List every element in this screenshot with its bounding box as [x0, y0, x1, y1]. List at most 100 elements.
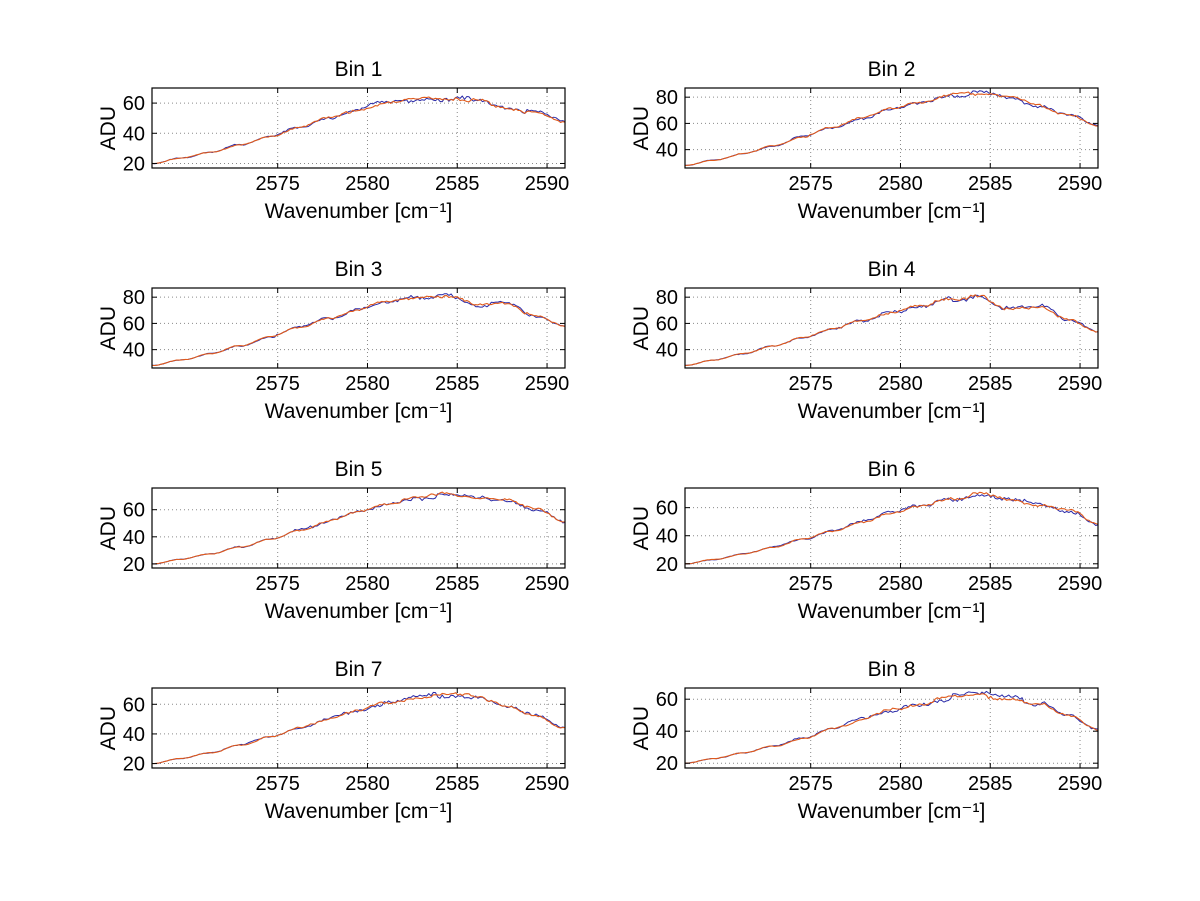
x-tick-label: 2585: [435, 173, 480, 195]
y-tick-label: 80: [123, 287, 145, 309]
x-tick-label: 2585: [435, 773, 480, 795]
x-tick-label: 2580: [878, 373, 923, 395]
x-tick-label: 2580: [878, 173, 923, 195]
y-tick-label: 60: [123, 694, 145, 716]
x-tick-label: 2590: [525, 573, 570, 595]
y-tick-label: 20: [123, 554, 145, 576]
x-tick-label: 2575: [255, 573, 300, 595]
plot-area: 2575 2580 2585 2590 20 40 60: [123, 87, 570, 195]
y-tick-label: 60: [123, 313, 145, 335]
axis-box: [684, 687, 1099, 769]
subplot-title: Bin 5: [334, 458, 383, 481]
subplot-bin-3: Bin 3 ADU 2575 2580 2585 2590 40 60 80 Wavenum…: [92, 258, 577, 448]
plot-area: 2575 2580 2585 2590 40 60 80: [656, 87, 1103, 195]
subplot-bin-5: Bin 5 ADU 2575 2580 2585 2590 20 40 60 Wavenum…: [92, 458, 577, 648]
y-tick-label: 60: [656, 689, 678, 711]
plot-area: 2575 2580 2585 2590 20 40 60: [656, 687, 1103, 795]
axis-box: [684, 487, 1099, 569]
x-tick-label: 2580: [878, 573, 923, 595]
axis-box: [151, 87, 566, 169]
x-axis-label: Wavenumber [cm⁻¹]: [797, 800, 986, 823]
subplot-bin-1: Bin 1 ADU 2575 2580 2585 2590 20 40 60 Wavenum…: [92, 58, 577, 248]
spectrum-line-orange: [684, 91, 1099, 166]
plot-area: 2575 2580 2585 2590 40 60 80: [656, 287, 1103, 395]
subplot-bin-8: Bin 8 ADU 2575 2580 2585 2590 20 40 60 Wavenum…: [625, 658, 1110, 848]
subplot-title: Bin 6: [867, 458, 916, 481]
y-tick-label: 40: [123, 724, 145, 746]
x-axis-label: Wavenumber [cm⁻¹]: [264, 600, 453, 623]
spectrum-line-blue: [684, 294, 1099, 366]
y-tick-label: 60: [123, 93, 145, 115]
x-tick-label: 2575: [788, 373, 833, 395]
y-tick-label: 40: [656, 340, 678, 362]
x-tick-label: 2580: [345, 573, 390, 595]
spectrum-line-blue: [151, 293, 566, 366]
x-tick-label: 2575: [788, 773, 833, 795]
y-tick-label: 60: [656, 498, 678, 520]
x-tick-label: 2580: [878, 773, 923, 795]
subplot-title: Bin 3: [334, 258, 383, 281]
subplot-title: Bin 4: [867, 258, 916, 281]
plot-area: 2575 2580 2585 2590 20 40 60: [656, 487, 1103, 595]
x-tick-label: 2585: [435, 373, 480, 395]
x-tick-label: 2590: [525, 773, 570, 795]
x-tick-label: 2585: [968, 173, 1013, 195]
x-tick-label: 2585: [968, 773, 1013, 795]
y-tick-label: 80: [656, 287, 678, 309]
spectrum-line-blue: [151, 95, 566, 165]
y-tick-label: 60: [123, 500, 145, 522]
x-tick-label: 2580: [345, 373, 390, 395]
spectrum-line-blue: [685, 90, 1099, 166]
x-tick-label: 2580: [345, 173, 390, 195]
spectrum-line-orange: [684, 294, 1099, 366]
spectrum-line-orange: [151, 491, 566, 565]
y-tick-label: 40: [656, 140, 678, 162]
x-tick-label: 2585: [968, 573, 1013, 595]
spectrum-line-orange: [151, 96, 566, 165]
y-tick-label: 20: [656, 753, 678, 775]
x-tick-label: 2580: [345, 773, 390, 795]
x-tick-label: 2575: [255, 773, 300, 795]
x-tick-label: 2590: [1058, 173, 1103, 195]
subplot-title: Bin 1: [334, 58, 383, 81]
x-tick-label: 2585: [435, 573, 480, 595]
spectrum-line-orange: [684, 693, 1099, 764]
subplot-bin-2: Bin 2 ADU 2575 2580 2585 2590 40 60 80 Wavenum…: [625, 58, 1110, 248]
x-tick-label: 2590: [1058, 373, 1103, 395]
subplot-bin-7: Bin 7 ADU 2575 2580 2585 2590 20 40 60 Wavenum…: [92, 658, 577, 848]
y-tick-label: 80: [656, 87, 678, 109]
y-tick-label: 60: [656, 113, 678, 135]
spectrum-line-orange: [151, 692, 566, 765]
spectrum-line-orange: [684, 491, 1099, 565]
axis-box: [151, 687, 566, 769]
subplot-bin-6: Bin 6 ADU 2575 2580 2585 2590 20 40 60 Wavenum…: [625, 458, 1110, 648]
axis-box: [684, 87, 1099, 169]
x-axis-label: Wavenumber [cm⁻¹]: [797, 400, 986, 423]
axis-box: [151, 287, 566, 369]
subplot-title: Bin 2: [867, 58, 916, 81]
x-axis-label: Wavenumber [cm⁻¹]: [264, 400, 453, 423]
y-tick-label: 40: [656, 526, 678, 548]
x-axis-label: Wavenumber [cm⁻¹]: [264, 800, 453, 823]
subplot-bin-4: Bin 4 ADU 2575 2580 2585 2590 40 60 80 Wavenum…: [625, 258, 1110, 448]
y-tick-label: 40: [656, 721, 678, 743]
x-tick-label: 2575: [788, 173, 833, 195]
y-tick-label: 40: [123, 527, 145, 549]
subplot-title: Bin 8: [867, 658, 916, 681]
x-axis-label: Wavenumber [cm⁻¹]: [797, 200, 986, 223]
y-tick-label: 40: [123, 123, 145, 145]
y-tick-label: 20: [123, 153, 145, 175]
x-tick-label: 2590: [1058, 573, 1103, 595]
x-axis-label: Wavenumber [cm⁻¹]: [264, 200, 453, 223]
x-tick-label: 2590: [525, 173, 570, 195]
x-tick-label: 2575: [255, 373, 300, 395]
axis-box: [684, 287, 1099, 369]
x-tick-label: 2575: [788, 573, 833, 595]
x-tick-label: 2590: [1058, 773, 1103, 795]
plot-area: 2575 2580 2585 2590 40 60 80: [123, 287, 570, 395]
axis-box: [151, 487, 566, 569]
x-tick-label: 2585: [968, 373, 1013, 395]
y-tick-label: 60: [656, 313, 678, 335]
spectrum-line-orange: [151, 295, 566, 367]
x-axis-label: Wavenumber [cm⁻¹]: [797, 600, 986, 623]
